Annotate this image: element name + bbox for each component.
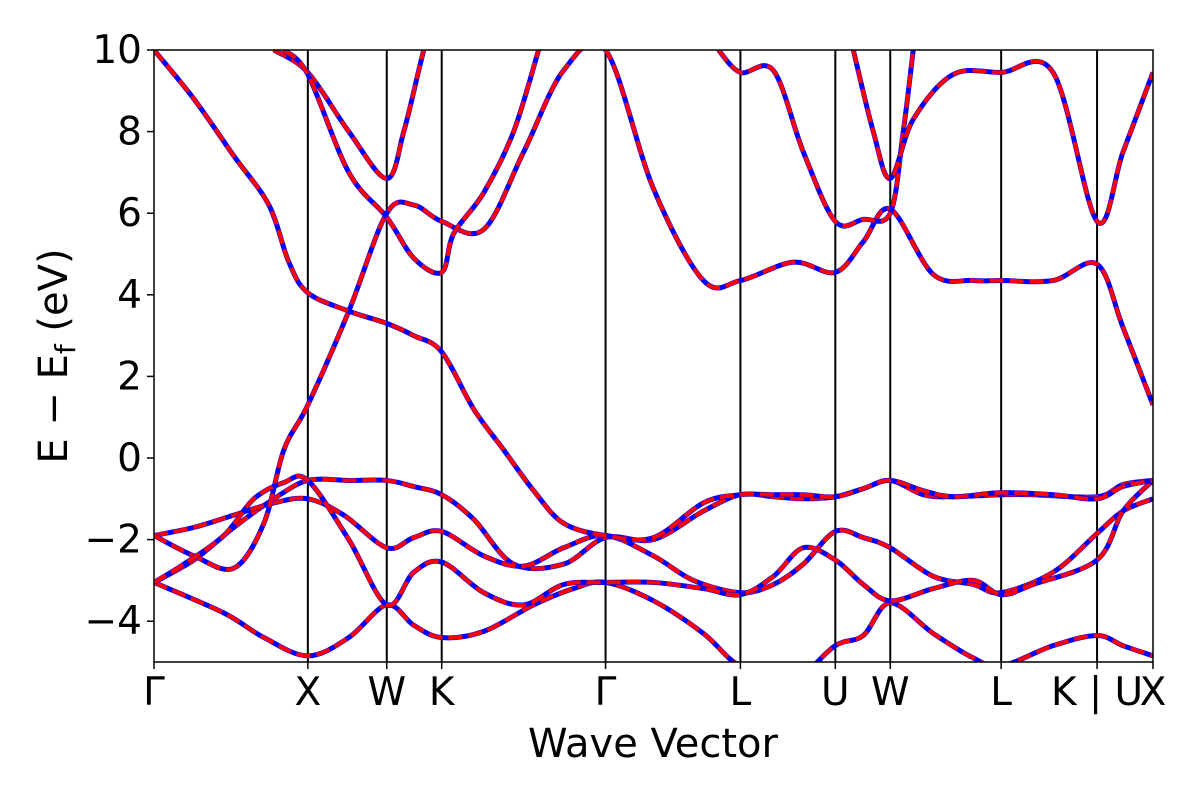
band-1 (154, 477, 1153, 585)
band-3 (154, 50, 1153, 572)
ytick-label-0: −4 (85, 599, 143, 644)
xtick-label-2: W (367, 670, 406, 715)
band-7 (282, 50, 541, 276)
xtick-label-10: X (1140, 670, 1167, 715)
band-2 (154, 496, 1153, 595)
y-axis-label-unit: (eV) (31, 248, 77, 331)
plot-area (154, 50, 1153, 662)
ytick-label-7: 10 (92, 28, 142, 73)
y-axis-label-subscript: f (49, 343, 82, 354)
ytick-label-5: 6 (117, 191, 142, 236)
y-axis-label-space (31, 332, 77, 345)
xtick-label-4: Γ (595, 670, 617, 715)
xtick-label-5: L (730, 670, 752, 715)
plot-frame (153, 49, 1154, 663)
xtick-label-8: L (990, 670, 1012, 715)
xtick-label-3: K (429, 670, 456, 715)
band-5 (154, 50, 1153, 542)
ytick-label-4: 4 (117, 273, 142, 318)
y-axis-label: E − Ef (eV) (31, 248, 82, 463)
xtick-label-0: Γ (143, 670, 165, 715)
ytick-label-6: 8 (117, 110, 142, 155)
y-axis-label-main: E − E (31, 354, 77, 464)
ytick-label-1: −2 (85, 518, 143, 563)
kpoint-lines (306, 50, 1099, 662)
xtick-label-1: X (294, 670, 321, 715)
ytick-label-3: 2 (117, 354, 142, 399)
bands (154, 50, 1153, 662)
band-4 (154, 474, 1153, 608)
xtick-label-7: W (871, 670, 910, 715)
y-axis: −4 −2 0 2 4 6 8 10 (85, 28, 154, 644)
xtick-label-6: U (821, 670, 850, 715)
ytick-label-2: 0 (117, 436, 142, 481)
band-0 (154, 579, 1153, 662)
band-9 (851, 50, 1153, 226)
x-axis-label: Wave Vector (528, 721, 779, 767)
xtick-label-9: K | U (1051, 670, 1143, 715)
